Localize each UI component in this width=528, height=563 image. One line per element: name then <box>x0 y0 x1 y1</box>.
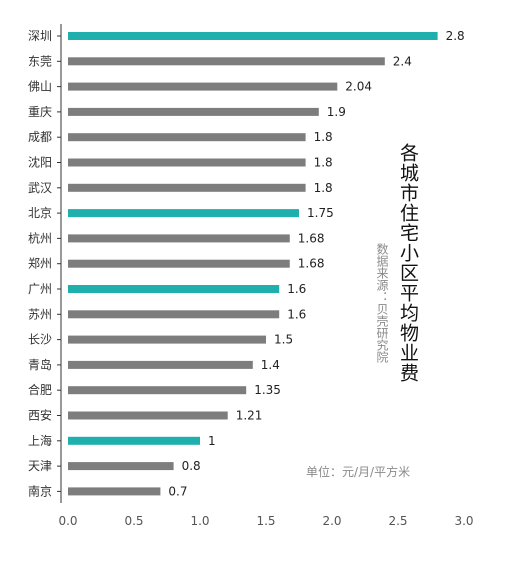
x-tick-label: 3.0 <box>454 514 473 528</box>
labels-layer: 深圳 2.8 东莞 2.4 佛山 2.04 重庆 1.9 成都 1.8 沈阳 1.8 武汉 1.8 北京 1.… <box>28 29 474 528</box>
bar-广州 <box>68 285 280 293</box>
category-label: 东莞 <box>28 54 52 68</box>
bar-青岛 <box>68 360 253 369</box>
category-label: 武汉 <box>28 181 52 195</box>
category-label: 上海 <box>28 433 52 448</box>
category-label: 杭州 <box>28 230 52 245</box>
value-label: 1.8 <box>314 181 333 195</box>
value-label: 1.9 <box>327 105 346 119</box>
value-label: 1.4 <box>261 358 280 372</box>
value-label: 2.4 <box>393 54 412 68</box>
value-label: 1.35 <box>254 383 281 397</box>
axis-layer <box>57 24 62 503</box>
bar-西安 <box>68 411 228 420</box>
value-label: 1.8 <box>314 156 333 170</box>
bar-深圳 <box>68 32 438 40</box>
value-label: 2.8 <box>446 29 465 43</box>
x-tick-label: 0.5 <box>124 514 143 528</box>
category-label: 苏州 <box>28 307 52 321</box>
x-tick-label: 0.0 <box>58 514 77 528</box>
category-label: 佛山 <box>28 80 52 94</box>
value-label: 1.68 <box>298 231 325 245</box>
category-label: 西安 <box>28 408 52 423</box>
bar-郑州 <box>68 259 290 268</box>
bar-南京 <box>68 487 161 496</box>
x-tick-label: 1.5 <box>256 514 275 528</box>
bar-天津 <box>68 462 174 471</box>
value-label: 1.6 <box>287 307 306 321</box>
value-label: 0.7 <box>168 484 187 498</box>
bar-苏州 <box>68 310 280 319</box>
x-tick-label: 1.0 <box>190 514 209 528</box>
bar-成都 <box>68 133 306 142</box>
category-label: 重庆 <box>28 105 52 119</box>
category-label: 合肥 <box>28 382 52 397</box>
x-tick-label: 2.5 <box>388 514 407 528</box>
category-label: 北京 <box>28 206 52 220</box>
value-label: 1.21 <box>236 409 263 423</box>
value-label: 1.8 <box>314 130 333 144</box>
chart-unit: 单位：元/月/平方米 <box>306 464 410 479</box>
category-label: 长沙 <box>28 333 52 347</box>
bar-北京 <box>68 209 299 218</box>
category-label: 南京 <box>28 483 52 498</box>
bar-杭州 <box>68 234 290 243</box>
value-label: 0.8 <box>182 459 201 473</box>
bar-重庆 <box>68 107 319 116</box>
bar-长沙 <box>68 335 266 344</box>
value-label: 1.5 <box>274 333 293 347</box>
category-label: 成都 <box>28 130 52 144</box>
value-label: 1.68 <box>298 257 325 271</box>
bar-上海 <box>68 436 200 445</box>
bar-沈阳 <box>68 158 306 167</box>
bars-layer <box>68 32 438 496</box>
category-label: 天津 <box>28 459 52 473</box>
value-label: 1.6 <box>287 282 306 296</box>
bar-佛山 <box>68 82 338 91</box>
category-label: 郑州 <box>28 256 52 271</box>
category-label: 青岛 <box>28 357 52 372</box>
value-label: 1 <box>208 434 216 448</box>
bar-东莞 <box>68 57 385 66</box>
bar-武汉 <box>68 183 306 192</box>
value-label: 2.04 <box>345 80 372 94</box>
category-label: 沈阳 <box>28 155 52 170</box>
chart-title: 各城市住宅小区平均物业费 <box>397 143 419 383</box>
bar-合肥 <box>68 386 247 395</box>
x-tick-label: 2.0 <box>322 514 341 528</box>
chart-source: 数据来源：贝壳研究院 <box>375 242 389 363</box>
value-label: 1.75 <box>307 206 334 220</box>
category-label: 广州 <box>28 282 52 296</box>
category-label: 深圳 <box>28 29 52 43</box>
